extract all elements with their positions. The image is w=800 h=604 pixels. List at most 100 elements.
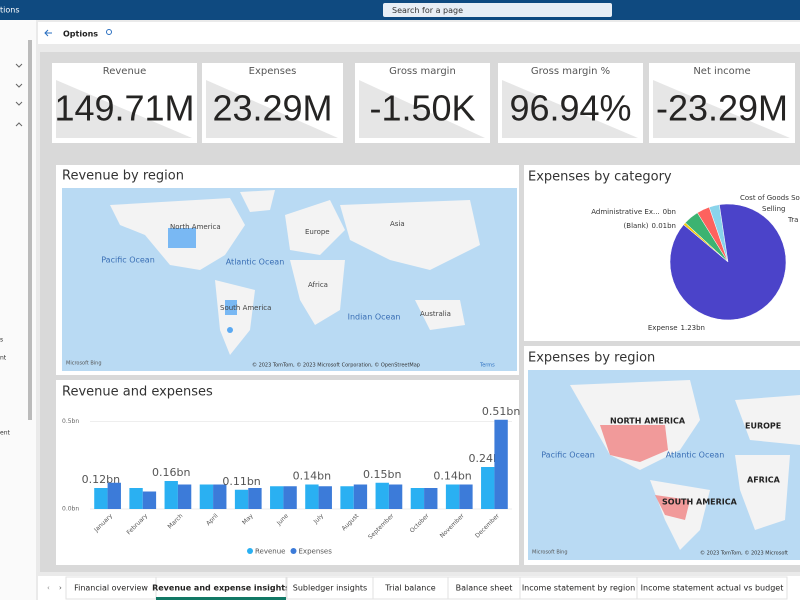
data-label: 0.51bn: [482, 405, 520, 418]
map-terms[interactable]: Terms: [479, 363, 495, 369]
map-label: Indian Ocean: [348, 313, 401, 322]
search-icon[interactable]: [106, 29, 112, 35]
tab-label[interactable]: Income statement actual vs budget: [641, 584, 784, 593]
pie-label: Selling: [762, 205, 785, 213]
bar: [129, 488, 143, 509]
map-label: Pacific Ocean: [101, 256, 155, 265]
panel-title: Revenue by region: [62, 169, 184, 184]
map-attribution: © 2023 TomTom, © 2023 Microsoft Corporat…: [252, 362, 420, 369]
bar: [270, 486, 284, 509]
tab-label[interactable]: Trial balance: [384, 584, 435, 593]
map-label: Asia: [390, 220, 405, 228]
active-tab-indicator: [156, 597, 286, 600]
pie-label: (Blank) 0.01bn: [624, 222, 676, 230]
pie-label-value: 0bn: [663, 208, 676, 216]
bar: [494, 419, 508, 509]
map-label: EUROPE: [745, 422, 781, 431]
search-box[interactable]: [383, 3, 612, 17]
bar: [248, 488, 262, 509]
tab[interactable]: [636, 576, 788, 600]
tab-nav[interactable]: ‹: [47, 584, 50, 592]
data-label: 0.14bn: [433, 470, 471, 483]
map-label: Europe: [305, 228, 330, 236]
legend-swatch: [290, 548, 297, 554]
tab-label[interactable]: Balance sheet: [456, 584, 513, 593]
search-text[interactable]: Search for a page: [392, 6, 463, 15]
pie-label: Expense 1.23bn: [648, 324, 705, 332]
nav-item[interactable]: ent: [0, 430, 10, 437]
data-label: 0.16bn: [152, 466, 190, 479]
map-label: Africa: [308, 281, 328, 289]
map-label: AFRICA: [747, 476, 781, 485]
kpi-label: Gross margin %: [531, 66, 610, 77]
pie-slice: [669, 203, 787, 321]
map-regions: [600, 425, 690, 520]
panel-title: Expenses by category: [528, 170, 672, 185]
bar: [481, 467, 495, 509]
kpi-label: Revenue: [103, 66, 147, 77]
pie-label-value: 1.23bn: [681, 324, 705, 332]
map-logo: Microsoft Bing: [532, 550, 568, 556]
pie-label-name: Administrative Ex...: [591, 208, 659, 216]
kpi-value: 149.71M: [54, 88, 194, 129]
legend-label[interactable]: Expenses: [299, 548, 333, 556]
kpi-label: Gross margin: [389, 66, 456, 77]
scrollbar: [28, 40, 32, 420]
legend-swatch: [247, 548, 253, 554]
kpi-value: 96.94%: [509, 88, 631, 129]
bar: [199, 484, 214, 509]
tab-label[interactable]: Revenue and expense insights: [152, 584, 290, 593]
tab-label[interactable]: Financial overview: [74, 584, 148, 593]
map-label: Australia: [420, 310, 451, 318]
map-label: South America: [220, 304, 271, 312]
pie-label: Cost of Goods So: [740, 194, 800, 202]
data-label: 0.15bn: [363, 468, 401, 481]
panel: [56, 380, 519, 565]
kpi-decoration: [359, 80, 485, 138]
kpi-label: Expenses: [249, 66, 297, 77]
bar: [375, 482, 389, 509]
tab-nav[interactable]: ›: [59, 584, 62, 592]
pie-label: Tra: [787, 216, 798, 224]
data-label: 0.14bn: [293, 470, 331, 483]
tab-label[interactable]: Subledger insights: [293, 584, 367, 593]
bar: [164, 481, 178, 509]
nav-chevrons: [15, 63, 23, 127]
kpi-decoration: [206, 80, 338, 138]
bar: [107, 482, 121, 509]
map-label: Pacific Ocean: [541, 451, 595, 460]
nav-item[interactable]: nt: [0, 355, 7, 362]
back-arrow[interactable]: [44, 29, 52, 37]
app-title: tions: [0, 6, 20, 15]
pie-label: Administrative Ex... 0bn: [591, 208, 676, 216]
panel-title: Expenses by region: [528, 351, 655, 366]
data-label: 0.11bn: [222, 475, 260, 488]
map-points: [168, 228, 237, 333]
y-tick-label: 0.0bn: [62, 506, 79, 513]
map-label: Atlantic Ocean: [226, 258, 285, 267]
bar: [424, 488, 438, 509]
map-label: Atlantic Ocean: [666, 451, 725, 460]
pie-label-value: 0.01bn: [652, 222, 676, 230]
map-logo: Microsoft Bing: [66, 361, 102, 367]
bar: [142, 491, 157, 509]
map-label: North America: [170, 223, 221, 231]
map-attribution: © 2023 TomTom, © 2023 Microsoft: [700, 550, 788, 557]
nav-item[interactable]: s: [0, 337, 3, 344]
bar: [213, 484, 227, 509]
bar: [353, 484, 368, 509]
bar: [283, 486, 297, 509]
pie-label-name: (Blank): [624, 222, 649, 230]
kpi-decoration: [56, 80, 192, 138]
pie-label-name: Selling: [762, 205, 785, 213]
kpi-decoration: [502, 80, 638, 138]
kpi-value: -1.50K: [369, 88, 475, 129]
legend-label[interactable]: Revenue: [255, 548, 286, 556]
map-label: SOUTH AMERICA: [662, 498, 738, 507]
bar: [410, 488, 425, 509]
pie-label-name: Tra: [787, 216, 798, 224]
kpi-decoration: [653, 80, 790, 138]
bar: [177, 484, 192, 509]
tab-label[interactable]: Income statement by region: [522, 584, 635, 593]
